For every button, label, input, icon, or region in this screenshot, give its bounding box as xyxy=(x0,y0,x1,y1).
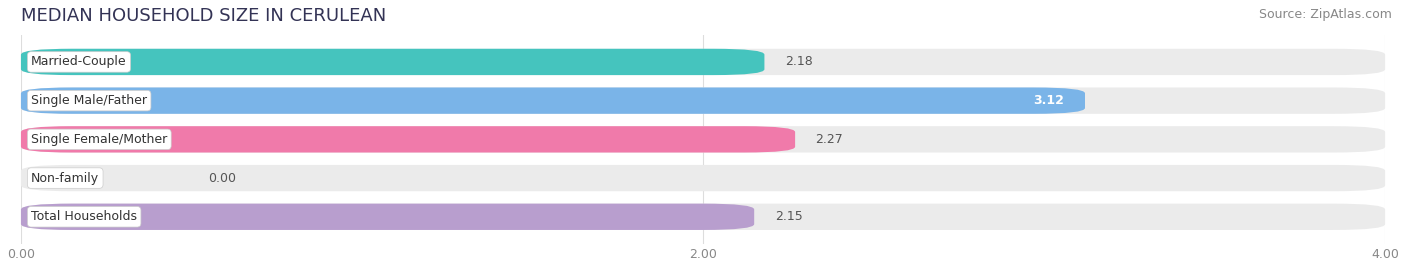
FancyBboxPatch shape xyxy=(21,204,754,230)
FancyBboxPatch shape xyxy=(21,49,765,75)
FancyBboxPatch shape xyxy=(21,87,1085,114)
Text: 0.00: 0.00 xyxy=(208,172,236,185)
FancyBboxPatch shape xyxy=(21,126,796,152)
Text: Single Male/Father: Single Male/Father xyxy=(31,94,148,107)
FancyBboxPatch shape xyxy=(21,165,1385,191)
FancyBboxPatch shape xyxy=(21,126,1385,152)
FancyBboxPatch shape xyxy=(21,49,1385,75)
Text: Total Households: Total Households xyxy=(31,210,138,223)
FancyBboxPatch shape xyxy=(21,204,1385,230)
Text: Married-Couple: Married-Couple xyxy=(31,55,127,68)
FancyBboxPatch shape xyxy=(21,87,1385,114)
Text: Source: ZipAtlas.com: Source: ZipAtlas.com xyxy=(1258,8,1392,21)
Text: 3.12: 3.12 xyxy=(1033,94,1064,107)
Text: MEDIAN HOUSEHOLD SIZE IN CERULEAN: MEDIAN HOUSEHOLD SIZE IN CERULEAN xyxy=(21,7,387,25)
Text: Non-family: Non-family xyxy=(31,172,100,185)
Text: 2.27: 2.27 xyxy=(815,133,844,146)
Text: Single Female/Mother: Single Female/Mother xyxy=(31,133,167,146)
Text: 2.15: 2.15 xyxy=(775,210,803,223)
Text: 2.18: 2.18 xyxy=(785,55,813,68)
